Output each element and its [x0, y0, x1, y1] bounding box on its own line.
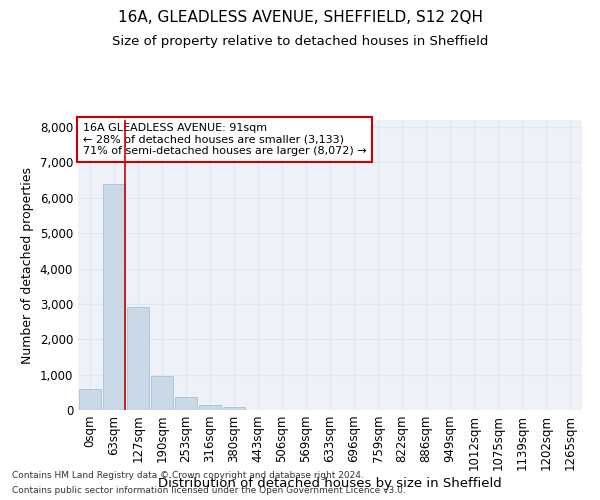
X-axis label: Distribution of detached houses by size in Sheffield: Distribution of detached houses by size … [158, 477, 502, 490]
Text: 16A GLEADLESS AVENUE: 91sqm
← 28% of detached houses are smaller (3,133)
71% of : 16A GLEADLESS AVENUE: 91sqm ← 28% of det… [83, 123, 367, 156]
Bar [127, 308, 149, 410]
Text: 16A, GLEADLESS AVENUE, SHEFFIELD, S12 2QH: 16A, GLEADLESS AVENUE, SHEFFIELD, S12 2Q… [118, 10, 482, 25]
Text: Contains HM Land Registry data © Crown copyright and database right 2024.: Contains HM Land Registry data © Crown c… [12, 471, 364, 480]
Bar [103, 184, 125, 410]
Bar [223, 408, 245, 410]
Bar [175, 398, 197, 410]
Text: Size of property relative to detached houses in Sheffield: Size of property relative to detached ho… [112, 35, 488, 48]
Bar [79, 389, 101, 410]
Bar [199, 404, 221, 410]
Text: Contains public sector information licensed under the Open Government Licence v3: Contains public sector information licen… [12, 486, 406, 495]
Y-axis label: Number of detached properties: Number of detached properties [21, 166, 34, 364]
Bar [151, 376, 173, 410]
